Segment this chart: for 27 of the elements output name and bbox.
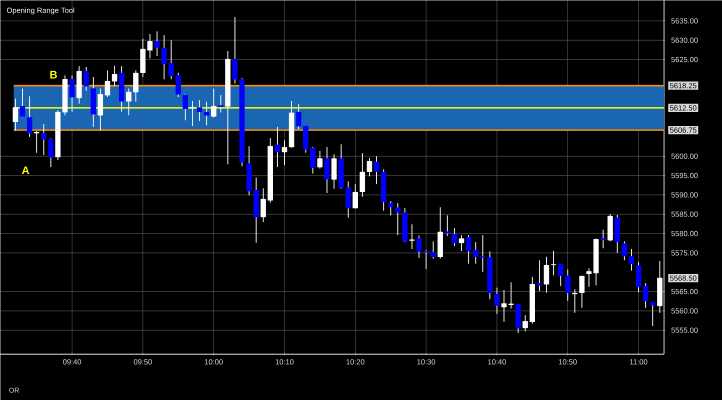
candlestick (317, 150, 323, 169)
candlestick (34, 130, 40, 154)
candlestick (409, 224, 415, 250)
candlestick (586, 268, 592, 288)
candlestick (196, 100, 202, 122)
candlestick (579, 276, 585, 308)
candlestick (395, 202, 400, 236)
candlestick (550, 250, 556, 276)
candlestick (282, 140, 288, 166)
candlestick (544, 256, 550, 294)
candlestick (112, 65, 118, 87)
candlestick (190, 100, 196, 126)
candlestick (608, 214, 613, 242)
candlestick (501, 289, 507, 322)
candlestick (458, 234, 464, 252)
candlestick (388, 200, 394, 216)
candlestick (324, 146, 330, 194)
candlestick (12, 98, 18, 132)
annotation: B (50, 70, 57, 78)
candlestick (352, 184, 358, 208)
candlestick (494, 287, 500, 314)
candlestick (508, 282, 514, 309)
candlestick (20, 88, 26, 118)
candlestick (452, 228, 458, 246)
candlestick (331, 154, 337, 190)
candlestick (211, 88, 216, 118)
annotation: A (22, 166, 30, 174)
